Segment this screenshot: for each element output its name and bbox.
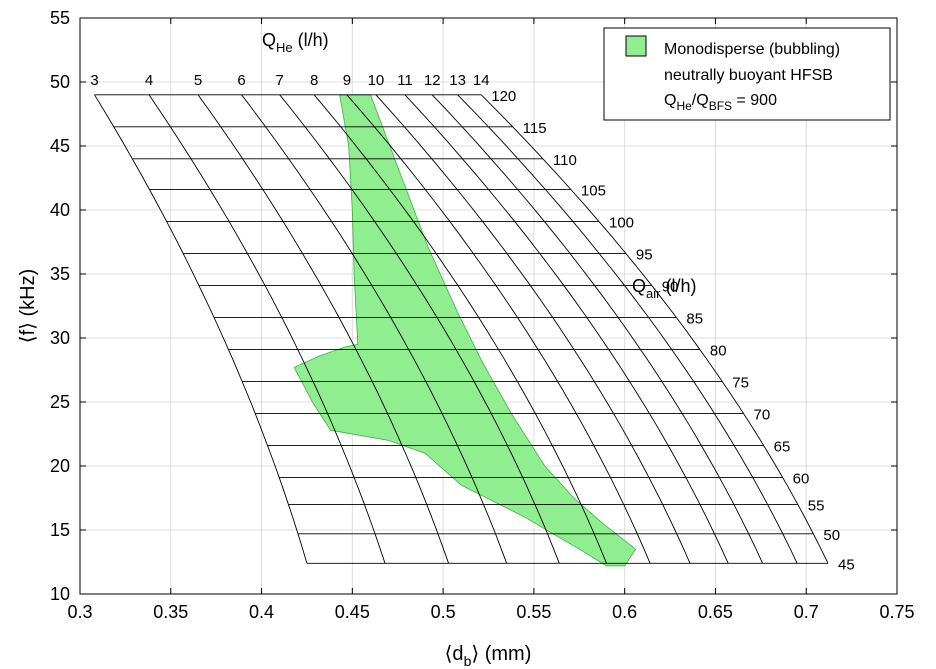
- x-tick-label: 0.75: [879, 602, 914, 622]
- axis-ticks: 0.3 0.35 0.4 0.45 0.5 0.55 0.6 0.65 0.7 0.75 10 15 2…: [50, 8, 915, 622]
- qhe-label: 13: [449, 72, 466, 89]
- y-tick-label: 45: [50, 136, 70, 156]
- qair-label: 65: [774, 439, 791, 456]
- qair-label: 70: [754, 407, 771, 424]
- area-layer: [293, 94, 637, 567]
- qhe-label: 14: [473, 72, 490, 89]
- qhe-curve: [197, 94, 450, 564]
- x-tick-label: 0.4: [249, 602, 274, 622]
- y-tick-label: 50: [50, 72, 70, 92]
- qhe-curve: [375, 94, 691, 564]
- qair-axis-title: Qair (l/h): [632, 276, 696, 301]
- qair-label: 60: [793, 471, 810, 488]
- nomogram: 3 4 5 6 7 8 9 10 11 12 13 1412011511010510095908580…: [90, 72, 854, 573]
- plot-frame: [79, 17, 898, 595]
- legend-box: [603, 27, 891, 121]
- x-tick-label: 0.3: [67, 602, 92, 622]
- qhe-curve: [313, 94, 607, 564]
- x-tick-label: 0.7: [794, 602, 819, 622]
- qair-label: 95: [636, 247, 653, 264]
- qhe-label: 4: [145, 72, 153, 89]
- qhe-label: 5: [194, 72, 202, 89]
- qhe-label: 12: [424, 72, 441, 89]
- qhe-label: 8: [310, 72, 318, 89]
- legend: Monodisperse (bubbling) neutrally buoyan…: [603, 27, 891, 121]
- qhe-label: 11: [397, 72, 413, 89]
- y-tick-label: 25: [50, 392, 70, 412]
- qhe-curve: [457, 94, 798, 564]
- y-tick-label: 30: [50, 328, 70, 348]
- legend-line-3: QHe/QBFS = 900: [664, 92, 777, 113]
- qhe-curve: [431, 94, 764, 564]
- hfsb-region: [293, 94, 637, 567]
- y-tick-label: 20: [50, 456, 70, 476]
- legend-line-1: Monodisperse (bubbling): [664, 41, 840, 58]
- qhe-curve: [404, 94, 729, 564]
- y-tick-label: 35: [50, 264, 70, 284]
- x-tick-label: 0.45: [335, 602, 370, 622]
- qair-label: 90: [662, 279, 679, 296]
- qair-label: 115: [523, 120, 547, 137]
- x-axis-label: ⟨db⟩ (mm): [445, 643, 532, 669]
- qhe-curve: [346, 94, 651, 564]
- qhe-label: 9: [343, 72, 351, 89]
- qair-label: 75: [732, 375, 749, 392]
- qair-label: 100: [609, 215, 634, 232]
- qair-label: 85: [686, 311, 703, 328]
- qair-label: 110: [553, 152, 577, 169]
- qhe-curve: [279, 94, 560, 564]
- qhe-label: 7: [276, 72, 284, 89]
- x-tick-label: 0.35: [153, 602, 188, 622]
- qhe-curve: [480, 94, 829, 564]
- qair-label: 80: [710, 343, 727, 360]
- qhe-label: 10: [368, 72, 385, 89]
- x-tick-label: 0.5: [431, 602, 456, 622]
- y-tick-label: 55: [50, 8, 70, 28]
- y-tick-label: 15: [50, 520, 70, 540]
- qhe-curve: [241, 94, 508, 564]
- x-tick-label: 0.6: [612, 602, 637, 622]
- qair-label: 55: [808, 497, 825, 514]
- qhe-label: 3: [90, 72, 98, 89]
- qair-label: 105: [581, 183, 606, 200]
- y-axis-label: ⟨f⟩ (kHz): [17, 269, 39, 343]
- qhe-axis-title: QHe (l/h): [262, 30, 329, 55]
- qhe-label: 6: [237, 72, 245, 89]
- x-tick-label: 0.65: [698, 602, 733, 622]
- qair-label: 120: [491, 88, 516, 105]
- qair-label: 45: [838, 556, 855, 573]
- legend-swatch: [625, 35, 647, 57]
- y-tick-label: 10: [50, 584, 70, 604]
- qhe-curve: [94, 94, 308, 564]
- qhe-curve: [148, 94, 386, 564]
- y-tick-label: 40: [50, 200, 70, 220]
- legend-line-2: neutrally buoyant HFSB: [664, 67, 833, 84]
- qair-label: 50: [823, 527, 840, 544]
- x-tick-label: 0.55: [516, 602, 551, 622]
